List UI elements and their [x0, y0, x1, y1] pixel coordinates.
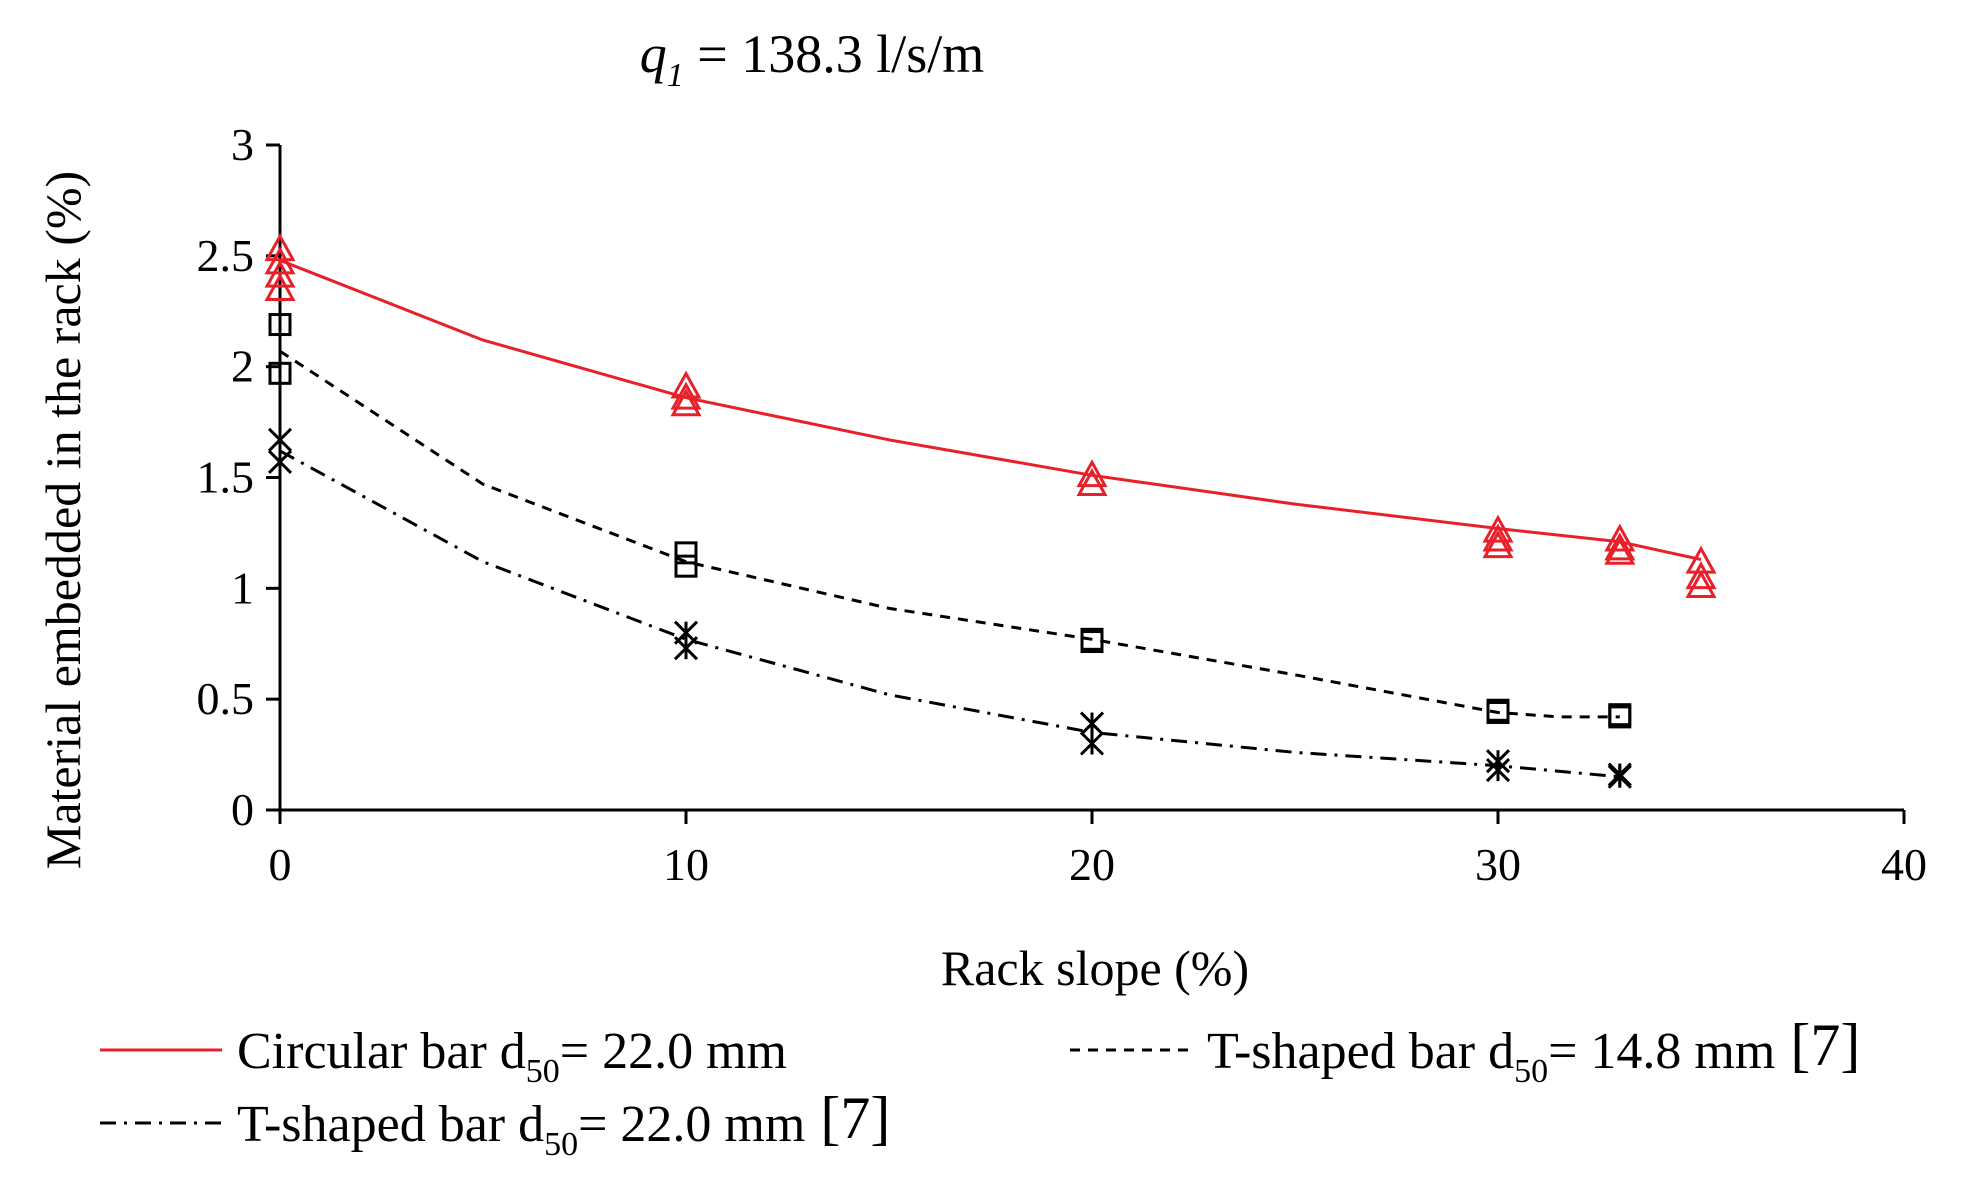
legend-reference: [7] [1775, 1012, 1860, 1078]
y-tick-label: 0.5 [197, 673, 255, 724]
data-point-square [1608, 705, 1632, 729]
legend-d-value: = 22.0 mm [578, 1096, 805, 1153]
data-point-square [268, 313, 292, 337]
data-point-triangle [264, 272, 296, 301]
data-point-triangle [1482, 514, 1514, 543]
legend: Circular bar d50= 22.0 mm T-shaped bar d5… [100, 1012, 1860, 1163]
data-point-triangle [1685, 561, 1717, 590]
data-point-square [1486, 700, 1510, 724]
legend-reference: [7] [805, 1085, 890, 1151]
legend-d-symbol: d [500, 1023, 526, 1080]
y-ticks: 0 0.5 1 1.5 2 2.5 3 [197, 119, 280, 835]
trend-line [279, 258, 1702, 561]
x-tick-label: 10 [663, 839, 709, 890]
chart-title: q1 = 138.3 l/s/m [640, 24, 984, 94]
y-axis-label: Material embedded in the rack (%) [35, 171, 91, 869]
trend-line [279, 449, 1620, 779]
legend-entry-3: T-shaped bar d50= 22.0 mm [7] [100, 1085, 890, 1163]
data-point-triangle [1685, 545, 1717, 574]
legend-series-name: T-shaped bar [1207, 1023, 1488, 1080]
y-tick-label: 1 [231, 562, 254, 613]
x-ticks: 0 10 20 30 40 [269, 810, 1927, 890]
y-tick-label: 2 [231, 341, 254, 392]
data-point-square [674, 554, 698, 578]
data-point-triangle [1604, 523, 1636, 552]
data-point-asterisk [1607, 764, 1632, 789]
data-point-triangle [264, 259, 296, 288]
title-rest: = 138.3 l/s/m [684, 24, 984, 84]
data-point-triangle [1076, 468, 1108, 497]
legend-d-subscript: 50 [1514, 1053, 1548, 1090]
data-point-triangle [1685, 570, 1717, 599]
data-point-triangle [1604, 532, 1636, 561]
data-point-asterisk [1485, 758, 1511, 783]
y-tick-label: 0 [231, 784, 254, 835]
data-point-asterisk [673, 636, 699, 661]
x-tick-label: 0 [269, 839, 292, 890]
x-tick-label: 30 [1475, 839, 1521, 890]
data-point-triangle [1604, 536, 1636, 565]
x-tick-label: 40 [1881, 839, 1927, 890]
legend-d-subscript: 50 [526, 1053, 560, 1090]
data-point-square [268, 361, 292, 385]
data-point-triangle [1482, 523, 1514, 552]
data-point-square [1080, 630, 1104, 654]
data-point-square [674, 541, 698, 565]
series-2 [268, 313, 1632, 729]
data-point-triangle [1076, 459, 1108, 488]
x-tick-label: 20 [1069, 839, 1115, 890]
legend-label: Circular bar d50= 22.0 mm [237, 1023, 787, 1090]
title-variable: q [640, 24, 667, 84]
legend-label: T-shaped bar d50= 22.0 mm [7] [237, 1085, 890, 1163]
data-point-asterisk [267, 427, 293, 452]
legend-series-name: T-shaped bar [237, 1096, 518, 1153]
y-tick-label: 3 [231, 119, 254, 170]
y-tick-label: 1.5 [197, 452, 255, 503]
legend-d-symbol: d [1488, 1023, 1514, 1080]
legend-d-value: = 14.8 mm [1548, 1023, 1775, 1080]
data-point-triangle [670, 388, 702, 417]
legend-d-subscript: 50 [544, 1126, 578, 1163]
series-layer [264, 233, 1717, 789]
data-point-asterisk [1079, 731, 1105, 756]
data-point-triangle [264, 246, 296, 275]
legend-d-value: = 22.0 mm [560, 1023, 787, 1080]
data-point-triangle [1482, 530, 1514, 559]
y-tick-label: 2.5 [197, 230, 255, 281]
series-1 [264, 233, 1717, 599]
data-point-triangle [670, 370, 702, 399]
title-subscript: 1 [667, 57, 684, 94]
legend-series-name: Circular bar [237, 1023, 500, 1080]
legend-entry-2: T-shaped bar d50= 14.8 mm [7] [1070, 1012, 1860, 1090]
legend-d-symbol: d [518, 1096, 544, 1153]
series-3 [267, 427, 1632, 789]
x-axis-label: Rack slope (%) [941, 940, 1249, 996]
data-point-asterisk [267, 449, 293, 475]
legend-label: T-shaped bar d50= 14.8 mm [7] [1207, 1012, 1860, 1090]
legend-entry-1: Circular bar d50= 22.0 mm [100, 1023, 787, 1090]
data-point-asterisk [1079, 711, 1105, 736]
trend-line [279, 349, 1620, 719]
data-point-triangle [670, 381, 702, 410]
data-point-triangle [264, 233, 296, 262]
